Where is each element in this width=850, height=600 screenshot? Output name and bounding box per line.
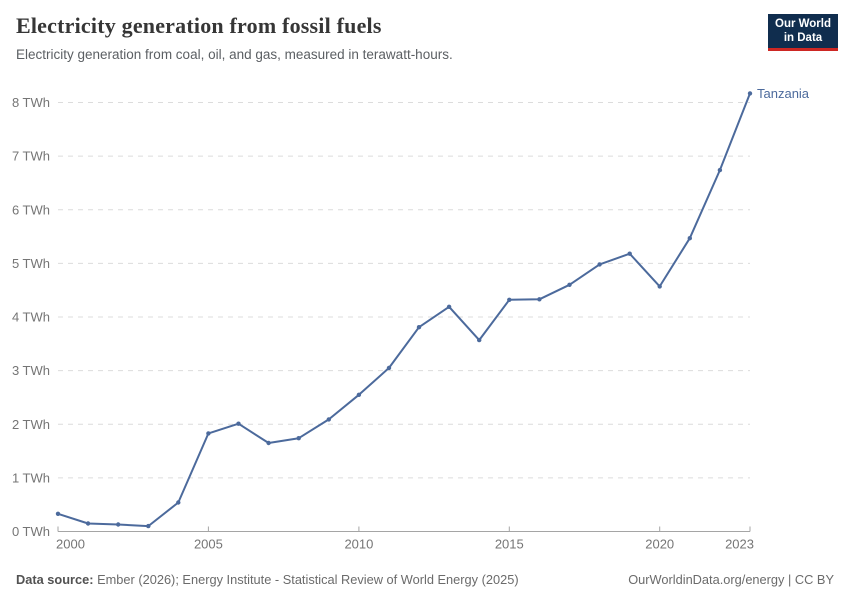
data-source-text: Ember (2026); Energy Institute - Statist… [93,572,519,587]
owid-url-license-link[interactable]: OurWorldinData.org/energy | CC BY [628,572,834,587]
data-source-note: Data source: Ember (2026); Energy Instit… [16,572,519,587]
svg-text:2020: 2020 [645,537,674,552]
svg-text:2 TWh: 2 TWh [12,417,50,432]
svg-text:4 TWh: 4 TWh [12,310,50,325]
chart-footer: Data source: Ember (2026); Energy Instit… [16,572,834,587]
svg-text:0 TWh: 0 TWh [12,524,50,539]
svg-text:2010: 2010 [344,537,373,552]
svg-text:5 TWh: 5 TWh [12,256,50,271]
entity-label: Tanzania [757,86,810,101]
svg-text:8 TWh: 8 TWh [12,95,50,110]
chart-title: Electricity generation from fossil fuels [16,13,382,38]
svg-text:2000: 2000 [56,537,85,552]
svg-text:3 TWh: 3 TWh [12,363,50,378]
svg-text:6 TWh: 6 TWh [12,202,50,217]
owid-logo-line2: in Data [783,31,823,44]
chart-subtitle: Electricity generation from coal, oil, a… [16,47,453,62]
svg-text:2015: 2015 [495,537,524,552]
svg-text:2005: 2005 [194,537,223,552]
owid-logo[interactable]: Our World in Data [768,14,838,51]
svg-text:2023: 2023 [725,537,754,552]
owid-logo-line1: Our World [775,18,832,30]
data-source-label: Data source: [16,572,94,587]
chart-header: Electricity generation from fossil fuels… [16,13,750,62]
svg-text:7 TWh: 7 TWh [12,149,50,164]
svg-text:1 TWh: 1 TWh [12,470,50,485]
